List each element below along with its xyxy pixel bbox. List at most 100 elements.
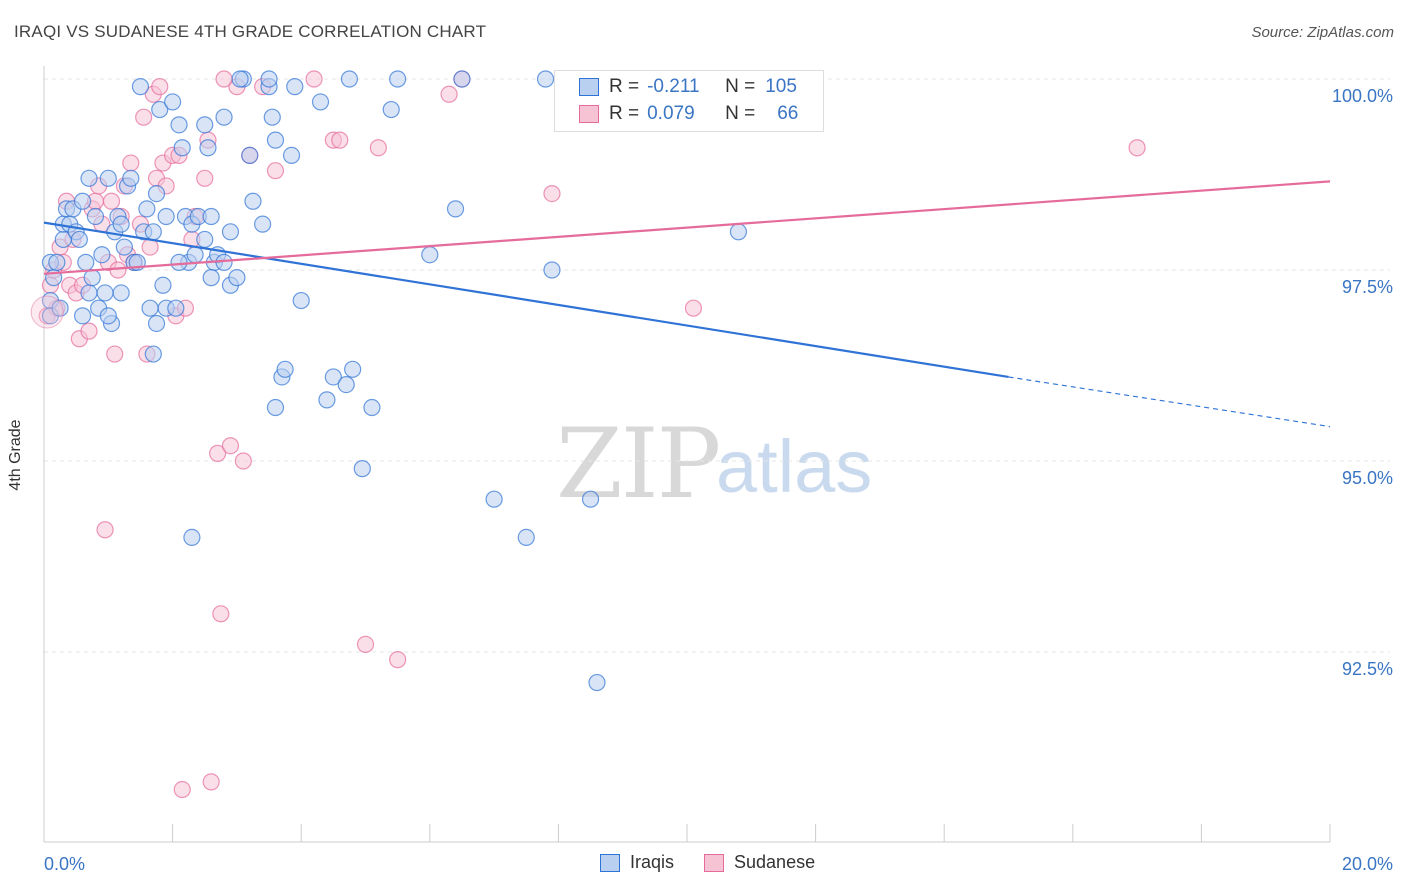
iraqis-trend-extension — [1008, 376, 1331, 428]
iraqis-point — [485, 490, 503, 508]
iraqis-point — [446, 200, 465, 218]
iraqis-point — [73, 192, 92, 210]
sudanese-point — [135, 108, 153, 126]
iraqis-point — [389, 70, 407, 88]
iraqis-point — [276, 360, 294, 378]
iraqis-point — [340, 70, 359, 88]
iraqis-point — [517, 528, 535, 547]
iraqis-point — [266, 131, 285, 149]
n-label: N = — [725, 103, 756, 124]
iraqis-point — [157, 207, 175, 226]
legend-item-sudanese: Sudanese — [704, 852, 815, 873]
y-tick-label: 92.5% — [1342, 659, 1393, 679]
iraqis-point — [215, 108, 233, 126]
r-label: R = — [609, 103, 640, 124]
iraqis-point — [421, 246, 439, 264]
legend-row-sudanese: R = 0.079 N = 66 — [579, 102, 798, 126]
iraqis-point — [131, 78, 150, 96]
iraqis-point — [154, 276, 172, 294]
sudanese-point — [202, 773, 220, 791]
iraqis-point — [147, 185, 166, 203]
iraqis-point — [99, 307, 117, 325]
iraqis-point — [170, 253, 188, 271]
iraqis-point — [337, 376, 355, 394]
sudanese-point — [266, 162, 285, 180]
iraqis-point — [196, 230, 214, 249]
iraqis-r-value: -0.211 — [647, 76, 700, 97]
iraqis-point — [453, 70, 471, 88]
sudanese-legend-swatch — [704, 853, 725, 872]
iraqis-point — [80, 284, 98, 302]
iraqis-point — [122, 169, 140, 187]
iraqis-point — [231, 70, 249, 88]
sudanese-legend-label: Sudanese — [734, 852, 816, 872]
iraqis-point — [199, 139, 217, 157]
iraqis-point — [202, 207, 220, 226]
iraqis-point — [86, 207, 105, 226]
iraqis-point — [147, 314, 166, 333]
sudanese-trend-line — [43, 180, 1331, 275]
series-legend: Iraqis Sudanese — [600, 852, 845, 873]
iraqis-point — [254, 215, 272, 233]
iraqis-point — [228, 269, 246, 287]
iraqis-point — [99, 169, 117, 187]
y-tick-label: 97.5% — [1342, 277, 1393, 297]
chart-title: IRAQI VS SUDANESE 4TH GRADE CORRELATION … — [14, 22, 487, 41]
iraqis-point — [51, 299, 69, 317]
sudanese-point — [209, 444, 227, 462]
iraqis-point — [73, 307, 92, 325]
iraqis-point — [93, 246, 111, 264]
iraqis-point — [70, 230, 88, 249]
iraqis-point — [141, 299, 159, 317]
iraqis-point — [144, 223, 162, 241]
sudanese-point — [440, 85, 458, 103]
iraqis-point — [353, 460, 371, 478]
sudanese-swatch — [579, 105, 599, 123]
sudanese-point — [215, 70, 233, 88]
iraqis-point — [263, 108, 281, 126]
sudanese-point — [122, 154, 140, 172]
r-label: R = — [609, 76, 640, 97]
iraqis-point — [536, 70, 555, 88]
x-tick-label: 20.0% — [1342, 854, 1393, 874]
iraqis-point — [83, 269, 101, 287]
iraqis-legend-label: Iraqis — [630, 852, 675, 872]
iraqis-point — [318, 391, 336, 409]
iraqis-point — [138, 200, 156, 218]
iraqis-point — [244, 192, 262, 210]
sudanese-point — [234, 452, 252, 470]
sudanese-point — [173, 780, 191, 799]
iraqis-point — [170, 116, 188, 134]
iraqis-point — [164, 93, 182, 111]
legend-row-iraqis: R = -0.211 N = 105 — [579, 75, 797, 99]
sudanese-point — [369, 139, 387, 157]
sudanese-point — [684, 299, 703, 317]
sudanese-point — [305, 70, 323, 88]
iraqis-point — [543, 261, 561, 279]
iraqis-point — [363, 398, 381, 417]
sudanese-point — [80, 322, 98, 340]
iraqis-point — [282, 146, 301, 164]
sudanese-point — [1128, 139, 1146, 157]
legend-item-iraqis: Iraqis — [600, 852, 674, 873]
sudanese-point — [331, 131, 349, 149]
iraqis-n-value: 105 — [765, 76, 797, 97]
y-tick-label: 100.0% — [1332, 86, 1393, 106]
sudanese-point — [106, 345, 124, 363]
n-label: N = — [725, 76, 756, 97]
iraqis-point — [183, 528, 201, 547]
iraqis-point — [202, 269, 220, 287]
iraqis-point — [286, 78, 304, 96]
iraqis-point — [112, 215, 130, 233]
iraqis-point — [112, 284, 130, 302]
sudanese-point — [196, 169, 214, 187]
iraqis-trend-line — [43, 221, 1009, 379]
sudanese-point — [151, 78, 169, 96]
iraqis-point — [382, 100, 400, 119]
iraqis-point — [324, 368, 342, 386]
iraqis-point — [292, 291, 310, 310]
iraqis-point — [344, 360, 362, 378]
iraqis-point — [77, 253, 95, 271]
sudanese-point — [543, 185, 561, 203]
iraqis-point — [80, 169, 98, 187]
